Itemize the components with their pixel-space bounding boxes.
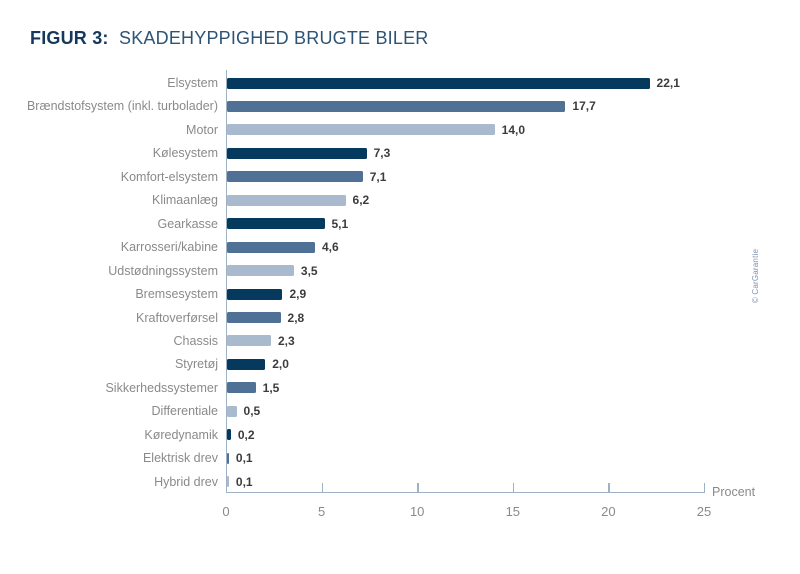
x-axis-tick-label: 20 [601,504,616,519]
bar [227,171,363,183]
x-axis-tick-label: 15 [505,504,521,519]
category-label: Karrosseri/kabine [120,240,218,255]
value-label: 3,5 [300,263,318,278]
value-label: 7,1 [369,169,387,184]
category-label: Bremsesystem [135,287,218,302]
category-label: Køredynamik [144,427,218,442]
value-label: 6,2 [352,193,370,208]
value-label: 0,1 [235,451,253,466]
bar [227,358,266,370]
category-label: Hybrid drev [154,474,218,489]
category-label: Kraftoverførsel [136,310,218,325]
category-label: Kølesystem [152,146,218,161]
bar [227,312,281,323]
x-axis-tick-label: 0 [222,504,230,519]
bar [227,288,283,300]
value-label: 0,1 [235,474,253,489]
value-label: 2,3 [277,333,295,348]
value-label: 2,9 [289,287,307,302]
bar [227,124,495,136]
category-label: Styretøj [174,357,218,372]
category-label: Klimaanlæg [151,193,218,208]
x-axis-tick [608,483,610,492]
x-axis-tick [704,483,706,492]
x-axis-tick [321,483,323,492]
bar [227,218,325,230]
x-axis-tick-label: 25 [696,504,712,519]
bar [227,265,294,277]
value-label: 2,0 [272,357,289,372]
figure-title: FIGUR 3: SKADEHYPPIGHED BRUGTE BILER [30,28,429,49]
bar [227,335,271,347]
x-axis-tick [417,483,419,492]
bar [227,241,315,253]
figure-title-text: SKADEHYPPIGHED BRUGTE BILER [119,28,429,48]
bar [227,147,367,159]
bar [227,382,256,394]
category-label: Chassis [173,333,218,348]
category-label: Differentiale [151,404,218,419]
value-label: 2,8 [287,310,305,325]
x-axis-tick [512,483,515,492]
x-axis-tick-label: 10 [409,504,425,519]
category-label: Brændstofsystem (inkl. turbolader) [26,99,218,114]
value-label: 1,5 [262,380,280,395]
value-label: 7,3 [373,146,391,161]
value-label: 22,1 [656,76,680,90]
bar [227,405,237,417]
x-axis-line [226,492,705,494]
y-axis-line [226,70,228,493]
category-label: Motor [186,122,218,137]
category-label: Sikkerhedssystemer [105,380,218,395]
bar [227,194,346,206]
category-label: Elsystem [167,76,218,90]
category-label: Komfort-elsystem [120,169,218,184]
bar [227,429,231,441]
category-label: Elektrisk drev [142,451,218,466]
category-label: Udstødningssystem [108,263,218,278]
copyright-credit: © CarGarantie [751,248,760,304]
value-label: 4,6 [321,240,339,255]
category-label: Gearkasse [157,216,218,231]
value-label: 14,0 [501,122,526,137]
bar [227,77,650,89]
x-axis-unit-label: Procent [712,485,756,499]
bar [227,100,566,112]
x-axis-tick-label: 5 [317,504,326,519]
value-label: 0,5 [243,404,261,419]
value-label: 0,2 [237,427,255,442]
bar [227,476,229,488]
bar [227,452,229,464]
value-label: 5,1 [331,216,349,231]
figure-title-prefix: FIGUR 3: [30,28,109,48]
value-label: 17,7 [572,99,596,114]
